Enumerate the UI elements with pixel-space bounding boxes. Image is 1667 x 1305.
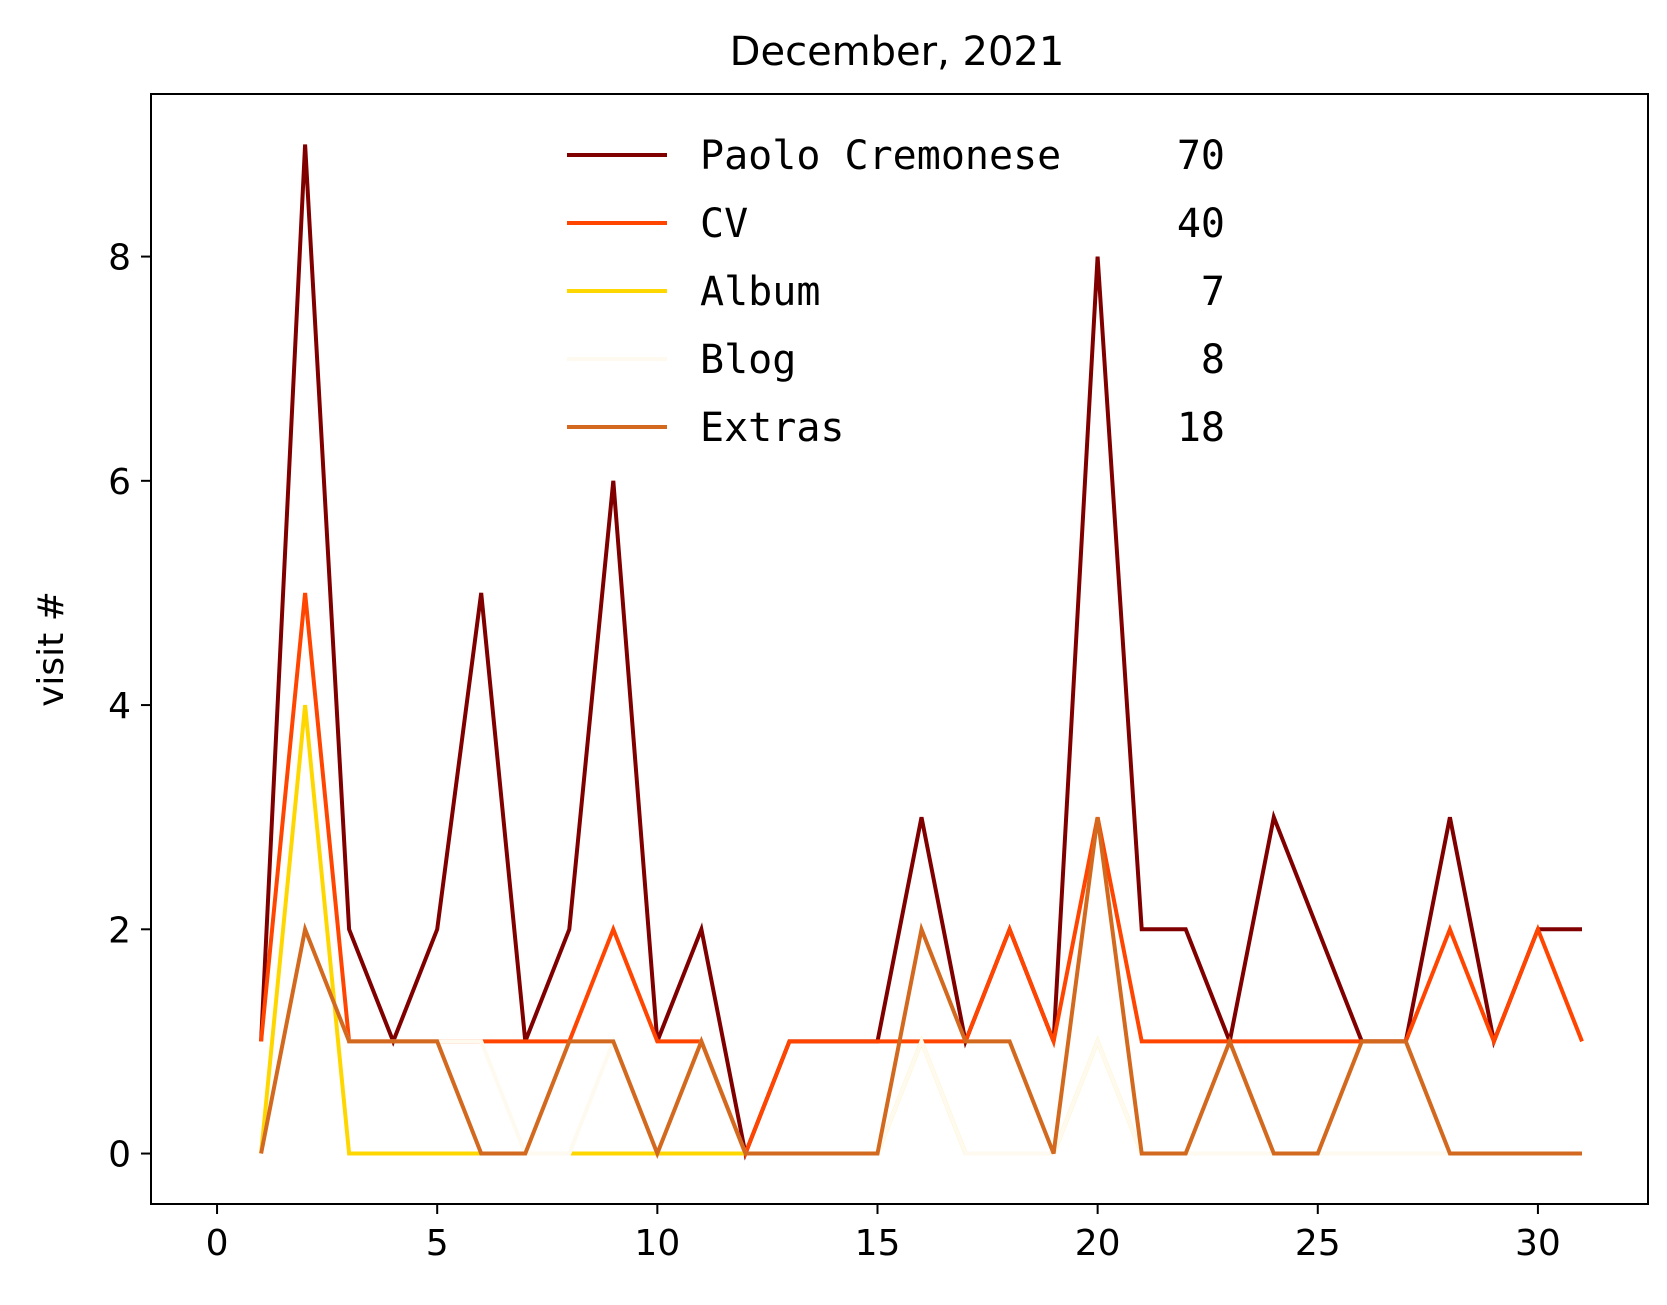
legend: Paolo Cremonese 70 CV 40 Album 7 Blog 8 Extras 18 xyxy=(567,133,1225,451)
y-tick-label: 6 xyxy=(108,462,131,503)
x-tick-label: 20 xyxy=(1075,1223,1121,1264)
y-tick-label: 0 xyxy=(108,1135,131,1176)
series-line-blog xyxy=(259,922,1582,1159)
legend-total: 8 xyxy=(1201,337,1225,383)
legend-total: 18 xyxy=(1177,405,1225,451)
legend-total: 40 xyxy=(1177,201,1225,247)
legend-label: Extras xyxy=(700,405,845,451)
y-tick-label: 2 xyxy=(108,910,131,951)
x-tick-label: 10 xyxy=(634,1223,680,1264)
legend-total: 7 xyxy=(1201,269,1225,315)
y-axis-label: visit # xyxy=(31,591,72,707)
y-tick-label: 4 xyxy=(108,686,131,727)
legend-total: 70 xyxy=(1177,133,1225,179)
legend-label: Paolo Cremonese xyxy=(700,133,1061,179)
x-tick-label: 25 xyxy=(1295,1223,1341,1264)
y-axis: 0 2 4 6 8 xyxy=(108,238,151,1176)
x-tick-label: 5 xyxy=(426,1223,449,1264)
legend-label: Album xyxy=(700,269,820,315)
x-tick-label: 30 xyxy=(1515,1223,1561,1264)
x-tick-label: 0 xyxy=(206,1223,229,1264)
legend-label: Blog xyxy=(700,337,796,383)
series-layer xyxy=(259,144,1584,1161)
chart-title: December, 2021 xyxy=(730,29,1065,75)
x-tick-label: 15 xyxy=(855,1223,901,1264)
plot-frame xyxy=(150,93,1649,1205)
x-axis: 0 5 10 15 20 25 30 xyxy=(206,1204,1561,1264)
legend-label: CV xyxy=(700,201,748,247)
series-line-extras xyxy=(259,816,1582,1159)
y-tick-label: 8 xyxy=(108,238,131,279)
